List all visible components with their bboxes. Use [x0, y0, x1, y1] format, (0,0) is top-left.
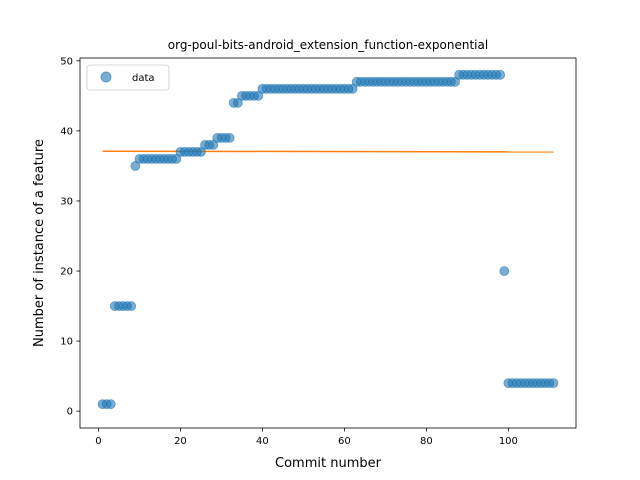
- data-point: [495, 69, 506, 80]
- y-tick-label: 30: [60, 196, 73, 207]
- legend: data: [86, 64, 170, 91]
- legend-box: [86, 64, 170, 91]
- y-axis-ticks: 0 10 20 30 40 50: [60, 56, 80, 418]
- x-tick-label: 0: [95, 436, 101, 447]
- x-tick-label: 60: [338, 436, 351, 447]
- y-tick-label: 40: [60, 126, 73, 137]
- data-point: [105, 399, 116, 410]
- data-point: [548, 378, 559, 389]
- chart-title: org-poul-bits-android_extension_function…: [168, 38, 488, 52]
- x-tick-label: 80: [420, 436, 433, 447]
- y-tick-label: 0: [67, 407, 73, 418]
- x-tick-label: 20: [174, 436, 187, 447]
- data-points-layer: [97, 69, 559, 410]
- x-axis-label: Commit number: [275, 456, 382, 471]
- plot-area-frame: [79, 57, 577, 429]
- legend-label-data: data: [132, 73, 155, 84]
- data-point: [224, 132, 235, 143]
- legend-marker: [100, 71, 112, 83]
- y-tick-label: 10: [60, 337, 73, 348]
- data-point: [499, 266, 510, 276]
- fit-line: [102, 150, 554, 153]
- x-axis-ticks: 0 20 40 60 80 100: [95, 428, 518, 447]
- y-tick-label: 20: [60, 267, 73, 278]
- x-tick-label: 100: [499, 436, 518, 447]
- x-tick-label: 40: [256, 436, 269, 447]
- y-axis-label: Number of instance of a feature: [32, 139, 47, 347]
- data-point: [126, 301, 137, 311]
- y-tick-label: 50: [60, 56, 73, 67]
- fit-line-layer: [102, 150, 554, 153]
